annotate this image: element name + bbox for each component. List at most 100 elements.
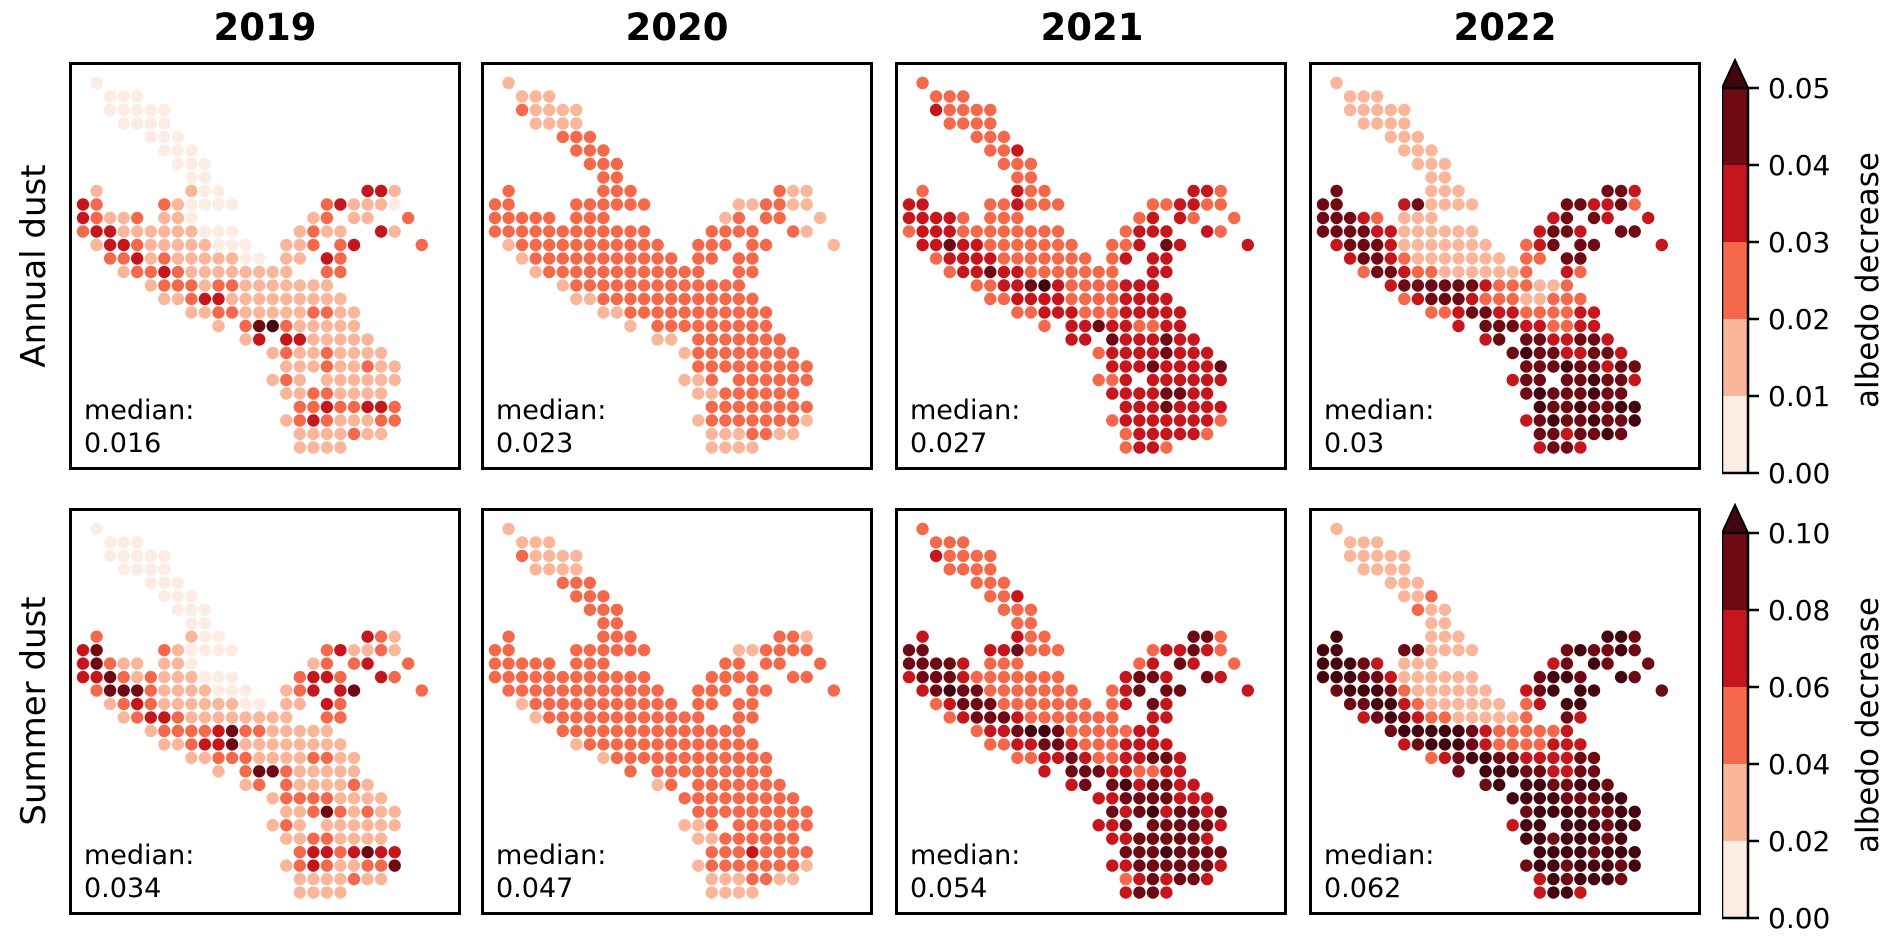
glacier-dot (1214, 400, 1227, 414)
glacier-dot (705, 684, 718, 697)
glacier-dot (1601, 387, 1614, 400)
glacier-dot (746, 198, 759, 211)
glacier-dot (1092, 792, 1105, 805)
glacier-dot (347, 778, 361, 792)
glacier-dot (103, 536, 117, 549)
colorbar-tick-label: 0.08 (1768, 594, 1830, 627)
glacier-dot (1533, 670, 1546, 684)
glacier-dot (665, 265, 678, 279)
glacier-dot (719, 400, 732, 414)
glacier-dot (1574, 414, 1587, 427)
glacier-dot (786, 387, 800, 400)
glacier-dot (597, 238, 610, 252)
glacier-dot (1200, 360, 1214, 373)
glacier-dot (131, 657, 144, 670)
glacier-dot (1438, 157, 1452, 171)
glacier-dot (902, 657, 916, 670)
median-annotation: median: 0.016 (84, 394, 194, 462)
glacier-dot (103, 657, 117, 670)
colorbar-tick-label: 0.00 (1768, 902, 1830, 935)
glacier-dot (997, 738, 1011, 751)
glacier-dot (1187, 346, 1200, 360)
glacier-dot (610, 630, 624, 643)
glacier-dot (320, 252, 334, 265)
glacier-dot (374, 845, 388, 859)
glacier-dot (1642, 657, 1655, 670)
glacier-dot (929, 225, 943, 238)
glacier-dot (1200, 198, 1214, 211)
glacier-dot (943, 563, 956, 576)
glacier-dot (1601, 805, 1614, 818)
glacier-dot (624, 670, 637, 684)
glacier-dot (1479, 252, 1492, 265)
glacier-dot (1357, 117, 1370, 130)
glacier-dot (583, 603, 597, 616)
glacier-dot (212, 684, 225, 697)
glacier-dot (1146, 400, 1160, 414)
glacier-dot (1614, 670, 1628, 684)
colorbar-bin (1722, 687, 1748, 764)
glacier-dot (732, 360, 746, 373)
glacier-dot (1079, 765, 1092, 778)
glacier-dot (1133, 832, 1146, 845)
glacier-dot (239, 738, 252, 751)
glacier-dot (212, 319, 225, 333)
glacier-dot (746, 306, 759, 319)
glacier-dot (212, 751, 225, 765)
glacier-dot (1173, 238, 1187, 252)
glacier-dot (1520, 724, 1533, 738)
glacier-dot (280, 373, 293, 387)
dot-map-summer-2019 (76, 522, 428, 899)
glacier-dot (637, 252, 651, 265)
glacier-dot (1587, 765, 1601, 778)
glacier-dot (253, 778, 266, 792)
glacier-dot (1173, 427, 1187, 441)
glacier-dot (1601, 400, 1614, 414)
glacier-dot (678, 373, 691, 387)
glacier-dot (225, 306, 239, 319)
glacier-dot (1587, 414, 1601, 427)
glacier-dot (1160, 252, 1173, 265)
glacier-dot (759, 805, 773, 818)
glacier-dot (759, 333, 773, 346)
glacier-dot (402, 657, 415, 670)
glacier-dot (543, 657, 556, 670)
glacier-dot (266, 346, 279, 360)
glacier-dot (1160, 427, 1173, 441)
glacier-dot (1146, 886, 1160, 899)
glacier-dot (212, 184, 225, 198)
glacier-dot (1398, 576, 1411, 590)
glacier-dot (185, 657, 198, 670)
glacier-dot (212, 738, 225, 751)
glacier-dot (158, 252, 171, 265)
glacier-dot (1411, 697, 1425, 711)
glacier-dot (1038, 643, 1051, 657)
glacier-dot (746, 225, 759, 238)
glacier-dot (1357, 238, 1370, 252)
glacier-dot (212, 225, 225, 238)
glacier-dot (158, 130, 171, 144)
glacier-dot (1398, 252, 1411, 265)
glacier-dot (1587, 211, 1601, 225)
glacier-dot (732, 778, 746, 792)
glacier-dot (692, 738, 705, 751)
glacier-dot (1601, 333, 1614, 346)
glacier-dot (916, 225, 929, 238)
glacier-dot (239, 778, 252, 792)
glacier-dot (1106, 684, 1119, 697)
glacier-dot (1425, 252, 1438, 265)
glacier-dot (1133, 886, 1146, 899)
glacier-dot (1146, 346, 1160, 360)
glacier-dot (678, 765, 691, 778)
glacier-dot (916, 238, 929, 252)
glacier-dot (902, 643, 916, 657)
glacier-dot (719, 792, 732, 805)
glacier-dot (293, 724, 306, 738)
glacier-dot (1200, 400, 1214, 414)
glacier-dot (1146, 279, 1160, 292)
glacier-dot (597, 198, 610, 211)
panel-annual-2021: median: 0.027 (895, 62, 1287, 470)
glacier-dot (543, 670, 556, 684)
glacier-dot (90, 225, 103, 238)
glacier-dot (732, 670, 746, 684)
